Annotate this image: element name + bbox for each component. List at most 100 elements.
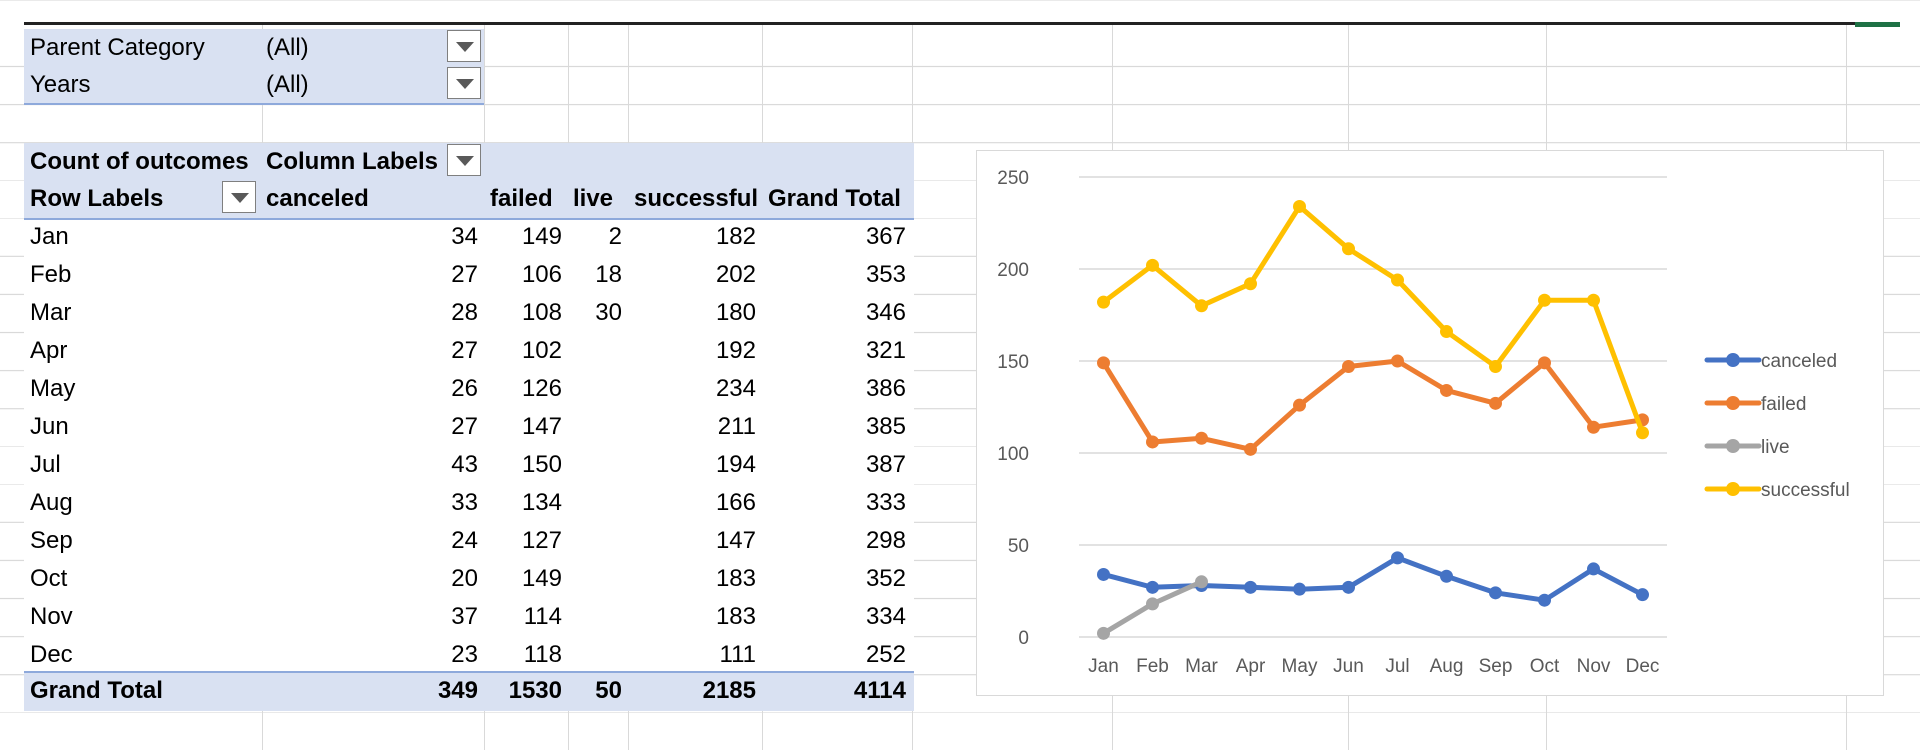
cell-successful: 211 [717,413,756,440]
cell-failed: 150 [521,451,562,478]
row-label: May [30,375,76,402]
cell-failed: 118 [523,641,562,668]
data-point-successful [1097,295,1110,309]
cell-failed: 106 [521,261,562,288]
data-point-failed [1146,435,1159,449]
y-tick-label: 0 [1018,628,1029,649]
legend-marker-canceled [1726,353,1740,367]
dropdown-arrow-icon[interactable] [447,144,481,176]
cell-grand-total: 367 [865,223,906,250]
x-tick-label: Jul [1385,656,1409,677]
cell-live: 18 [595,261,622,288]
cell-live: 30 [595,299,622,326]
cell-canceled: 33 [451,489,478,516]
cell-failed: 134 [521,489,562,516]
cell-successful: 234 [715,375,756,402]
data-point-failed [1342,360,1355,374]
cell-canceled: 27 [451,413,478,440]
pivot-total-border [24,671,914,673]
cell-grand-total: 387 [865,451,906,478]
cell-canceled: 43 [451,451,478,478]
legend-label-successful: successful [1761,480,1850,501]
data-point-live [1195,575,1208,589]
pivot-body [24,220,914,671]
x-tick-label: Jun [1333,656,1364,677]
row-label: Nov [30,603,73,630]
cell-live [568,522,622,560]
cell-successful: 202 [715,261,756,288]
pivot-corner-label: Count of outcomes [30,148,249,175]
x-tick-label: Nov [1577,656,1611,677]
data-point-successful [1391,273,1404,287]
cell-canceled: 20 [451,565,478,592]
cell-successful: 147 [715,527,756,554]
legend-label-failed: failed [1761,394,1806,415]
data-point-successful [1342,242,1355,256]
cell-successful: 111 [719,641,756,668]
y-tick-label: 250 [997,168,1029,189]
cell-failed: 147 [521,413,562,440]
column-header-canceled: canceled [266,185,369,212]
total-row-label: Grand Total [30,677,163,704]
dropdown-arrow-icon[interactable] [447,30,481,62]
dropdown-arrow-icon[interactable] [222,181,256,213]
x-tick-label: Feb [1136,656,1169,677]
filter-value-parent-category[interactable]: (All) [266,34,309,61]
cell-canceled: 27 [451,337,478,364]
total-canceled: 349 [437,677,478,704]
cell-failed: 127 [521,527,562,554]
pivot-header-border [24,218,914,220]
series-line-successful [1101,203,1645,436]
data-point-canceled [1636,588,1649,602]
data-point-failed [1538,356,1551,370]
legend-marker-failed [1726,396,1740,410]
filter-area [24,29,484,104]
data-point-canceled [1489,586,1502,600]
column-header-live: live [573,185,614,212]
data-point-successful [1146,258,1159,272]
data-point-canceled [1587,562,1600,576]
data-point-failed [1587,420,1600,434]
x-tick-label: Sep [1479,656,1513,677]
selection-accent [1855,22,1900,27]
row-label: Aug [30,489,73,516]
data-point-canceled [1244,580,1257,594]
cell-successful: 180 [715,299,756,326]
cell-live [568,560,622,598]
data-point-failed [1391,354,1404,368]
y-tick-label: 50 [1008,536,1029,557]
filter-label-parent-category: Parent Category [30,34,205,61]
row-label: Mar [30,299,72,326]
data-point-failed [1195,431,1208,445]
cell-grand-total: 352 [865,565,906,592]
data-point-canceled [1293,582,1306,596]
row-label: Jul [30,451,61,478]
cell-live: 2 [608,223,622,250]
row-label: Oct [30,565,68,592]
cell-successful: 182 [715,223,756,250]
x-tick-label: Oct [1530,656,1560,677]
x-tick-label: Apr [1236,656,1266,677]
cell-canceled: 24 [451,527,478,554]
pivot-row-labels: Row Labels [30,185,164,212]
row-label: Sep [30,527,73,554]
row-label: Jan [30,223,69,250]
line-chart[interactable]: 0 50 100 150 200 250 Jan Feb Mar Apr May Jun Jul Aug S… [976,150,1884,696]
chart-svg: 0 50 100 150 200 250 Jan Feb Mar Apr May Jun Jul Aug S… [997,168,1850,677]
cell-canceled: 23 [451,641,478,668]
legend-label-canceled: canceled [1761,351,1837,372]
x-tick-label: May [1282,656,1318,677]
cell-canceled: 27 [451,261,478,288]
cell-live [568,446,622,484]
data-point-successful [1440,325,1453,339]
data-point-canceled [1391,551,1404,565]
cell-grand-total: 353 [865,261,906,288]
cell-successful: 166 [715,489,756,516]
cell-failed: 149 [521,565,562,592]
row-label: Feb [30,261,72,288]
dropdown-arrow-icon[interactable] [447,67,481,99]
filter-value-years[interactable]: (All) [266,71,309,98]
data-point-failed [1097,356,1110,370]
cell-successful: 192 [715,337,756,364]
data-point-successful [1489,360,1502,374]
